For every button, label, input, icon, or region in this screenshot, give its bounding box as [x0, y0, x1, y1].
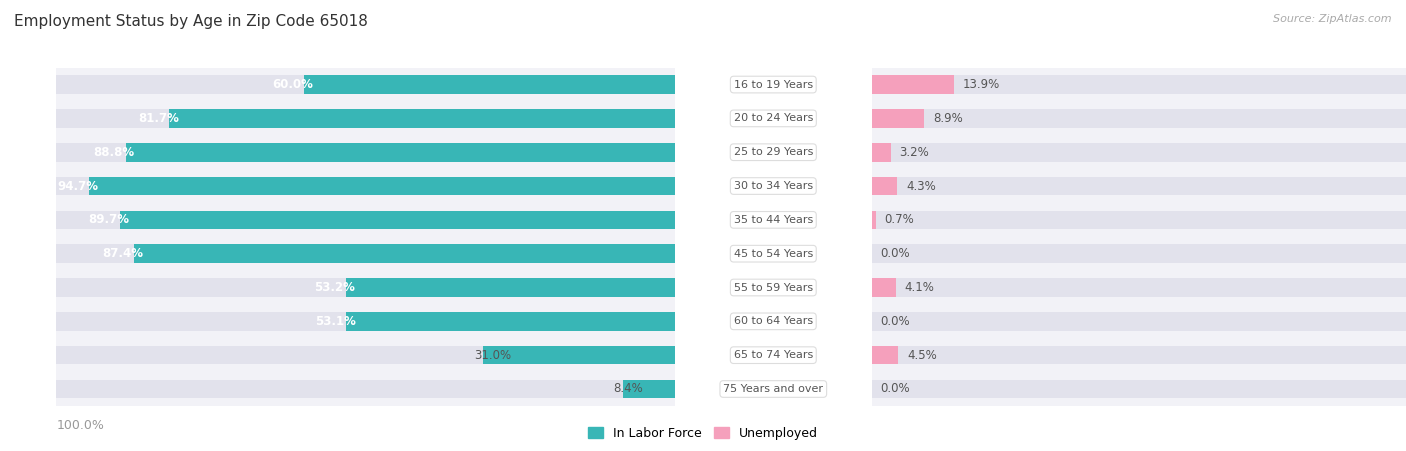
- Text: 0.0%: 0.0%: [880, 315, 910, 328]
- Bar: [56, 237, 675, 271]
- Bar: [56, 380, 675, 398]
- Text: 30 to 34 Years: 30 to 34 Years: [734, 181, 813, 191]
- Bar: [56, 244, 675, 263]
- Bar: [120, 211, 675, 229]
- Bar: [56, 109, 675, 128]
- Text: 4.3%: 4.3%: [905, 179, 936, 193]
- Text: Source: ZipAtlas.com: Source: ZipAtlas.com: [1274, 14, 1392, 23]
- Bar: [170, 109, 675, 128]
- Text: 4.1%: 4.1%: [905, 281, 935, 294]
- Bar: [872, 278, 896, 297]
- Bar: [872, 338, 1406, 372]
- Bar: [872, 109, 1406, 128]
- Bar: [134, 244, 675, 263]
- Bar: [89, 177, 675, 195]
- Text: 89.7%: 89.7%: [89, 213, 129, 226]
- Bar: [872, 203, 1406, 237]
- Text: 100.0%: 100.0%: [56, 419, 104, 433]
- Text: 16 to 19 Years: 16 to 19 Years: [734, 79, 813, 90]
- Bar: [872, 143, 890, 161]
- Text: 20 to 24 Years: 20 to 24 Years: [734, 113, 813, 124]
- Bar: [872, 244, 1406, 263]
- Text: 0.0%: 0.0%: [880, 247, 910, 260]
- Text: 0.7%: 0.7%: [884, 213, 914, 226]
- Text: 31.0%: 31.0%: [474, 349, 510, 362]
- Text: 8.9%: 8.9%: [934, 112, 963, 125]
- Bar: [56, 372, 675, 406]
- Text: 13.9%: 13.9%: [963, 78, 1000, 91]
- Bar: [56, 304, 675, 338]
- Text: 4.5%: 4.5%: [907, 349, 936, 362]
- Bar: [872, 271, 1406, 304]
- Bar: [872, 68, 1406, 101]
- Bar: [623, 380, 675, 398]
- Bar: [872, 75, 953, 94]
- Bar: [872, 346, 1406, 364]
- Bar: [872, 75, 1406, 94]
- Bar: [872, 237, 1406, 271]
- Text: 87.4%: 87.4%: [103, 247, 143, 260]
- Text: 53.2%: 53.2%: [314, 281, 356, 294]
- Text: 0.0%: 0.0%: [880, 382, 910, 396]
- Text: 8.4%: 8.4%: [613, 382, 644, 396]
- Bar: [304, 75, 675, 94]
- Text: 55 to 59 Years: 55 to 59 Years: [734, 282, 813, 293]
- Bar: [56, 75, 675, 94]
- Text: 60.0%: 60.0%: [273, 78, 314, 91]
- Text: 88.8%: 88.8%: [94, 146, 135, 159]
- Bar: [872, 109, 924, 128]
- Bar: [56, 211, 675, 229]
- Bar: [872, 380, 1406, 398]
- Text: 3.2%: 3.2%: [900, 146, 929, 159]
- Bar: [56, 278, 675, 297]
- Bar: [872, 372, 1406, 406]
- Text: 60 to 64 Years: 60 to 64 Years: [734, 316, 813, 327]
- Bar: [56, 101, 675, 135]
- Bar: [872, 143, 1406, 161]
- Text: Employment Status by Age in Zip Code 65018: Employment Status by Age in Zip Code 650…: [14, 14, 368, 28]
- Bar: [56, 203, 675, 237]
- Bar: [872, 169, 1406, 203]
- Bar: [872, 312, 1406, 331]
- Bar: [872, 135, 1406, 169]
- Bar: [56, 271, 675, 304]
- Text: 65 to 74 Years: 65 to 74 Years: [734, 350, 813, 360]
- Bar: [872, 177, 1406, 195]
- Text: 53.1%: 53.1%: [315, 315, 356, 328]
- Bar: [56, 135, 675, 169]
- Bar: [872, 177, 897, 195]
- Bar: [872, 211, 1406, 229]
- Bar: [872, 211, 876, 229]
- Text: 75 Years and over: 75 Years and over: [723, 384, 824, 394]
- Bar: [56, 338, 675, 372]
- Text: 45 to 54 Years: 45 to 54 Years: [734, 249, 813, 259]
- Bar: [872, 101, 1406, 135]
- Legend: In Labor Force, Unemployed: In Labor Force, Unemployed: [583, 422, 823, 445]
- Bar: [346, 312, 675, 331]
- Bar: [872, 304, 1406, 338]
- Bar: [56, 346, 675, 364]
- Text: 81.7%: 81.7%: [138, 112, 179, 125]
- Bar: [125, 143, 675, 161]
- Bar: [56, 312, 675, 331]
- Text: 25 to 29 Years: 25 to 29 Years: [734, 147, 813, 157]
- Bar: [56, 68, 675, 101]
- Text: 35 to 44 Years: 35 to 44 Years: [734, 215, 813, 225]
- Bar: [872, 346, 898, 364]
- Bar: [56, 143, 675, 161]
- Text: 94.7%: 94.7%: [58, 179, 98, 193]
- Bar: [56, 177, 675, 195]
- Bar: [56, 169, 675, 203]
- Bar: [484, 346, 675, 364]
- Bar: [346, 278, 675, 297]
- Bar: [872, 278, 1406, 297]
